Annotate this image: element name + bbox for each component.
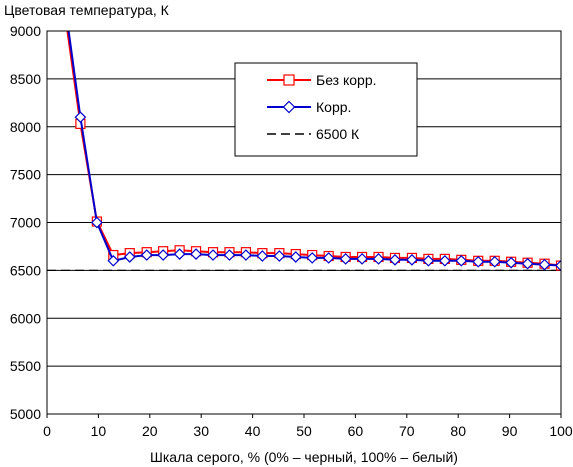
data-point-diamond [273,250,286,262]
data-point-diamond [107,254,120,267]
y-tick-label: 8500 [10,71,41,87]
y-tick-label: 8000 [10,119,41,135]
y-tick-label: 6500 [10,262,41,278]
data-point-diamond [372,253,385,265]
y-tick-label: 5500 [10,358,41,374]
x-tick-label: 0 [43,423,51,439]
data-point-diamond [223,249,236,261]
x-tick-label: 90 [502,423,518,439]
legend-marker-diamond [282,100,296,114]
data-point-diamond [339,253,352,265]
y-axis-label: Цветовая температура, К [4,2,170,18]
data-point-diamond [406,253,418,266]
legend-label: Без корр. [316,72,377,88]
data-point-diamond [190,248,202,260]
y-tick-label: 5000 [10,406,41,422]
data-point-diamond [356,253,368,265]
x-tick-label: 80 [450,423,466,439]
x-tick-label: 40 [245,423,261,439]
data-point-diamond [505,256,517,269]
legend: Без корр. Корр. 6500 К [234,62,418,157]
x-axis-ticks: 0 10 20 30 40 50 60 70 80 90 100 [43,414,573,439]
data-point-diamond [306,252,319,264]
series-layer [66,31,561,272]
data-point-diamond [140,249,153,261]
data-point-diamond [438,254,451,267]
y-tick-label: 7500 [10,167,41,183]
x-tick-label: 30 [193,423,209,439]
x-tick-label: 70 [399,423,415,439]
data-point-diamond [173,248,186,260]
data-point-diamond [472,255,485,268]
x-tick-label: 10 [91,423,107,439]
data-point-diamond [389,253,401,266]
data-point-diamond [538,258,551,271]
legend-label: Корр. [316,99,351,115]
data-point-diamond [322,252,335,264]
data-point-diamond [488,255,501,268]
y-tick-label: 6000 [10,310,41,326]
data-point-diamond [555,259,561,272]
legend-label: 6500 К [316,126,360,142]
x-tick-label: 60 [348,423,364,439]
data-point-diamond [422,254,435,267]
x-tick-label: 20 [142,423,158,439]
data-point-diamond [207,249,219,261]
data-point-diamond [157,249,170,261]
legend-box [234,62,418,157]
legend-marker-square [283,74,295,86]
y-tick-label: 9000 [10,23,41,39]
x-tick-label: 100 [549,423,573,439]
data-point-diamond [256,250,269,262]
data-point-diamond [123,251,136,263]
data-point-diamond [521,257,534,270]
y-tick-label: 7000 [10,215,41,231]
data-point-diamond [455,254,468,267]
x-axis-label: Шкала серого, % (0% – черный, 100% – бел… [150,449,458,465]
data-point-diamond [74,111,87,124]
data-point-diamond [240,249,252,261]
y-axis-ticks: 5000 5500 6000 6500 7000 7500 8000 8500 9000 [10,23,41,422]
data-point-diamond [289,251,302,263]
data-point-diamond [91,216,103,229]
x-tick-label: 50 [296,423,312,439]
